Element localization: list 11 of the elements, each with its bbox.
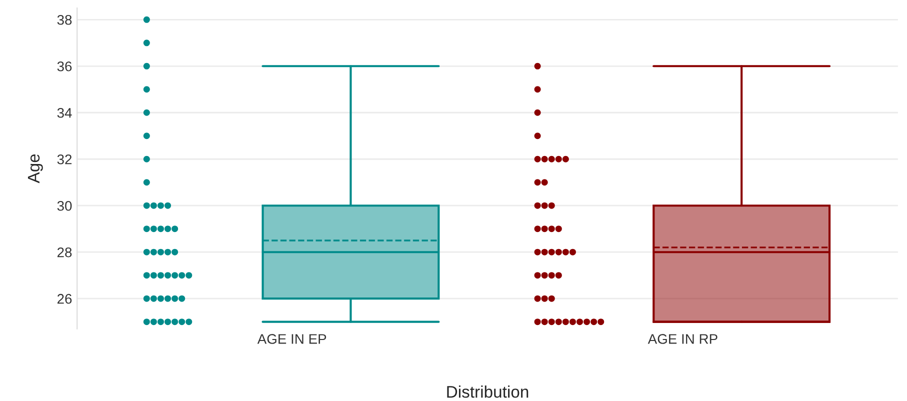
y-tick-label: 30 — [57, 200, 72, 211]
y-tick-label: 36 — [57, 61, 72, 72]
y-axis-title: Age — [28, 154, 43, 184]
y-tick-label: 34 — [57, 108, 72, 118]
y-tick-label: 32 — [57, 154, 72, 164]
y-tick-label: 38 — [57, 14, 72, 25]
y-tick-label: 26 — [57, 294, 72, 304]
x-axis-title: Distribution — [447, 386, 528, 398]
x-tick-label: AGE IN RP — [648, 334, 718, 344]
y-tick-label: 28 — [57, 247, 72, 258]
x-tick-label: AGE IN EP — [257, 334, 326, 344]
